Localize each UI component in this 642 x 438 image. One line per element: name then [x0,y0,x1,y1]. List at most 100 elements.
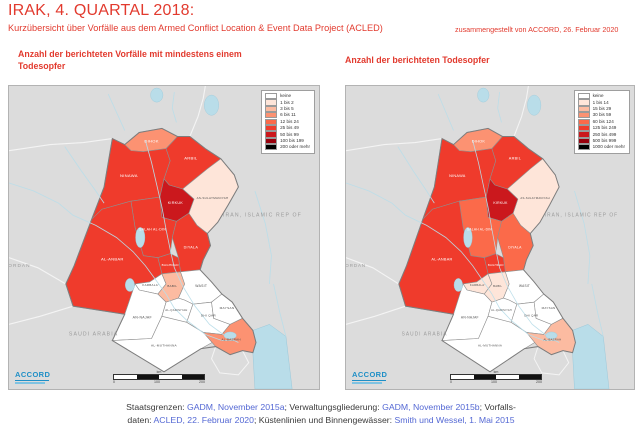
province-label-arbil: ARBIL [184,156,198,161]
legend-label: 125 bis 249 [592,125,617,131]
legend-item: 200 oder mehr [265,144,310,151]
accord-logo-subtext [15,381,45,384]
source-link[interactable]: ACLED, 22. Februar 2020 [153,415,254,426]
country-border [9,305,74,325]
river [437,93,454,131]
scalebar-segment [496,375,519,379]
province-label-anbar: AL-ANBAR [101,257,124,262]
report-title: IRAK, 4. QUARTAL 2018: [8,2,195,19]
province-label-babil: BABIL [493,284,502,288]
scalebar-segment [114,375,137,379]
province-label-salahaldin: SALAH AL-DIN [139,227,166,231]
river [397,146,435,204]
lake [545,331,558,340]
province-label-anbar: AL-ANBAR [431,257,452,262]
province-label-baghdad: BAGHDAD [488,263,504,267]
legend-label: 50 bis 99 [280,131,299,137]
scalebar-segment [159,375,182,379]
accord-logo: ACCORD [352,371,387,384]
legend-item: 3 bis 5 [265,105,310,113]
legend-item: 500 bis 999 [577,137,625,145]
province-label-wasit: WASIT [195,284,207,288]
country-label-saudi: SAUDI ARABIA [69,332,118,338]
scalebar-tick: 100 [491,380,497,384]
scalebar-segment [136,375,159,379]
legend-label: 25 bis 49 [280,125,299,131]
accord-logo-text: ACCORD [352,370,388,380]
province-label-arbil: ARBIL [509,156,522,161]
scalebar-tick: 0 [450,380,452,384]
source-line-1: Staatsgrenzen: GADM, November 2015a; Ver… [0,401,642,414]
lake [477,87,490,103]
legend-swatch [265,137,278,145]
source-link[interactable]: GADM, November 2015b [382,402,480,412]
province-label-qadisiyah: AL-QADISIYAH [165,308,187,312]
report-subtitle: Kurzübersicht über Vorfälle aus dem Arme… [8,23,383,33]
river [107,93,126,131]
legend-swatch [265,105,278,113]
legend-swatch [265,93,278,100]
river [171,92,177,123]
river [9,182,74,216]
province-label-kirkuk: KIRKUK [493,201,508,205]
accord-logo-subtext [352,381,382,384]
lake [527,94,542,116]
legend-label: 60 bis 124 [592,118,614,124]
lake [204,94,219,116]
map-panel-incidents: IRAN, ISLAMIC REP OF JORDAN SAUDI ARABIA DI… [8,85,320,390]
scalebar-unit: km [493,369,499,374]
accord-logo-bar [352,379,386,382]
accord-logo: ACCORD [15,371,50,384]
province-label-maysan: MAYSAN [220,306,235,310]
legend-item: keine [265,93,310,100]
province-label-basrah: AL-BASRAH [543,337,561,341]
province-label-diyala: DIYALA [184,246,199,250]
legend-label: 1000 oder mehr [592,144,625,150]
legend-swatch [265,125,278,132]
legend-swatch [577,105,590,113]
source-text: ; Küstenlinien und Binnengewässer: [253,415,395,426]
legend-swatch [577,131,590,138]
lake [463,227,473,248]
source-link[interactable]: GADM, November 2015a [186,402,285,412]
source-link[interactable]: Smith und Wessel, 1. Mai 2015 [394,415,515,426]
source-text: ; Verwaltungsgliederung: [284,402,383,412]
legend-item: 60 bis 124 [577,118,625,125]
accord-logo-text: ACCORD [15,370,51,380]
legend-label: 100 bis 199 [280,137,304,143]
country-border [346,137,443,152]
province-label-karbala: KARBALA' [470,283,485,287]
report-header: IRAK, 4. QUARTAL 2018: Kurzübersicht übe… [8,2,638,34]
province-label-baghdad: BAGHDAD [162,263,180,267]
lake [135,227,146,248]
legend-swatch [577,99,590,106]
province-label-diyala: DIYALA [508,246,522,250]
scalebar-bar [113,374,205,380]
province-label-salahaldin: SALAH AL-DIN [467,227,492,231]
iraq-choropleth-incidents: IRAN, ISLAMIC REP OF JORDAN SAUDI ARABIA DI… [9,86,302,389]
map-panel-fatalities: IRAN, ISLAMIC REP OF JORDAN SAUDI ARABIA DI… [345,85,635,390]
province-label-dhiqar: DHI QAR [201,313,217,317]
map-title-incidents: Anzahl der berichteten Vorfälle mit mind… [18,49,242,72]
source-text: daten: [127,415,154,426]
river [72,214,235,341]
legend-item: 125 bis 249 [577,125,625,132]
scalebar-tick: 100 [154,380,160,384]
province-label-najaf: AN-NAJAF [461,315,479,319]
country-label-iran: IRAN, ISLAMIC REP OF [223,212,302,218]
legend-swatch [265,144,278,151]
scalebar-tick: 200 [199,380,205,384]
legend-swatch [577,137,590,145]
scalebar-bar [450,374,542,380]
legend-item: 15 bis 29 [577,105,625,113]
province-label-wasit: WASIT [519,284,530,288]
iraq-border [65,127,257,373]
province-label-ninawa: NINAWA [449,173,466,178]
scalebar: km 0 100 200 [113,370,205,384]
legend-item: 30 bis 59 [577,112,625,119]
legend-label: 250 bis 499 [592,131,617,137]
source-line-2: daten: ACLED, 22. Februar 2020; Küstenli… [0,414,642,427]
legend-item: 1000 oder mehr [577,144,625,151]
persian-gulf [572,324,610,389]
province-label-ninawa: NINAWA [120,173,138,178]
